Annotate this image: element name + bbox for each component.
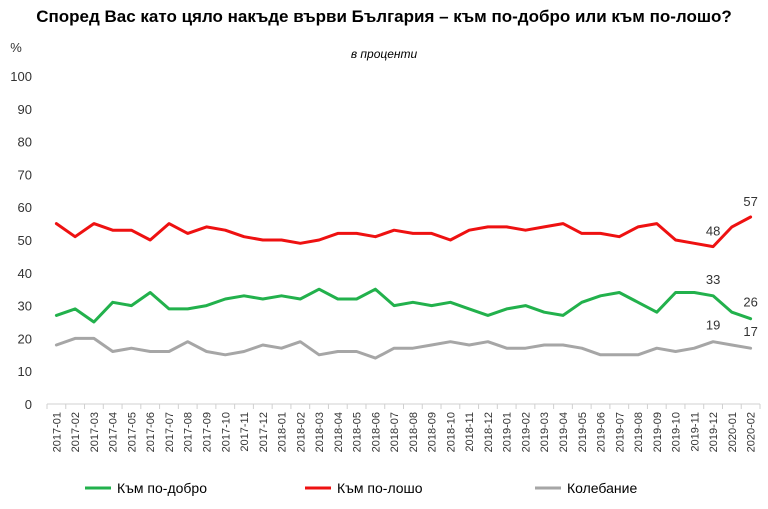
x-tick-label: 2019-07 — [614, 412, 626, 452]
x-tick-label: 2018-02 — [295, 412, 307, 452]
data-label: 17 — [743, 324, 757, 339]
x-tick-label: 2017-01 — [51, 412, 63, 452]
y-tick-label: 30 — [18, 299, 32, 314]
x-tick-label: 2017-06 — [145, 412, 157, 452]
x-tick-label: 2017-05 — [126, 412, 138, 452]
x-tick-label: 2017-08 — [183, 412, 195, 452]
x-tick-label: 2020-01 — [727, 412, 739, 452]
y-tick-label: 90 — [18, 102, 32, 117]
legend-label-2: Колебание — [567, 480, 637, 496]
y-tick-label: 50 — [18, 233, 32, 248]
x-tick-label: 2017-02 — [70, 412, 82, 452]
data-label: 48 — [706, 224, 720, 239]
y-tick-label: 0 — [25, 397, 32, 412]
series-line-1 — [54, 215, 753, 249]
x-tick-label: 2019-06 — [596, 412, 608, 452]
x-tick-label: 2020-02 — [746, 412, 758, 452]
y-tick-label: 20 — [18, 331, 32, 346]
data-label: 57 — [743, 194, 757, 209]
x-tick-label: 2019-09 — [652, 412, 664, 452]
y-tick-label: 40 — [18, 266, 32, 281]
chart-subtitle: в проценти — [351, 47, 418, 61]
data-label: 19 — [706, 318, 720, 333]
x-tick-label: 2018-04 — [333, 412, 345, 452]
x-tick-label: 2018-08 — [408, 412, 420, 452]
y-tick-label: 10 — [18, 364, 32, 379]
x-tick-label: 2018-11 — [464, 412, 476, 452]
x-axis: 2017-01 2017-02 2017-03 2017-04 2017-05 2017-… — [46, 403, 761, 452]
x-tick-label: 2017-04 — [108, 412, 120, 452]
legend: Към по-добро Към по-лошо Колебание — [85, 480, 637, 496]
x-tick-label: 2018-09 — [427, 412, 439, 452]
y-tick-label: 100 — [10, 69, 32, 84]
chart-title: Според Вас като цяло накъде върви Българ… — [36, 7, 732, 26]
x-tick-label: 2018-05 — [352, 412, 364, 452]
x-tick-label: 2019-10 — [671, 412, 683, 452]
series-line-0 — [54, 287, 753, 324]
x-tick-label: 2017-12 — [258, 412, 270, 452]
x-tick-label: 2018-10 — [445, 412, 457, 452]
x-tick-label: 2019-08 — [633, 412, 645, 452]
x-tick-label: 2018-07 — [389, 412, 401, 452]
legend-label-1: Към по-лошо — [337, 480, 423, 496]
x-tick-label: 2018-03 — [314, 412, 326, 452]
x-tick-label: 2018-06 — [370, 412, 382, 452]
data-label: 26 — [743, 295, 757, 310]
x-tick-label: 2019-03 — [539, 412, 551, 452]
data-labels: 33 26 48 57 19 17 — [706, 194, 758, 339]
x-tick-label: 2019-01 — [502, 412, 514, 452]
y-tick-label: 60 — [18, 200, 32, 215]
x-tick-label: 2019-04 — [558, 412, 570, 452]
x-tick-label: 2019-02 — [520, 412, 532, 452]
y-axis-unit-label: % — [10, 40, 22, 55]
x-tick-label: 2017-09 — [201, 412, 213, 452]
x-tick-label: 2017-07 — [164, 412, 176, 452]
x-tick-label: 2017-11 — [239, 412, 251, 452]
y-tick-label: 80 — [18, 135, 32, 150]
data-label: 33 — [706, 272, 720, 287]
x-tick-label: 2017-10 — [220, 412, 232, 452]
series-line-2 — [54, 336, 753, 360]
x-tick-label: 2019-11 — [689, 412, 701, 452]
x-tick-label: 2019-12 — [708, 412, 720, 452]
x-tick-label: 2018-12 — [483, 412, 495, 452]
series-lines — [54, 215, 753, 360]
y-tick-label: 70 — [18, 167, 32, 182]
x-tick-label: 2017-03 — [89, 412, 101, 452]
legend-label-0: Към по-добро — [117, 480, 207, 496]
x-tick-label: 2019-05 — [577, 412, 589, 452]
x-tick-label: 2018-01 — [277, 412, 289, 452]
y-axis: 0 10 20 30 40 50 60 70 80 90 100 — [10, 69, 32, 412]
